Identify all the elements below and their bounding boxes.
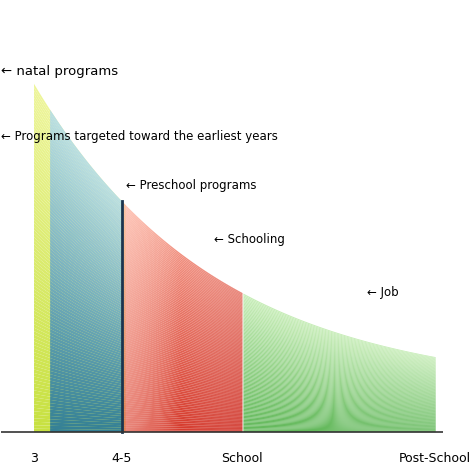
Text: ← Programs targeted toward the earliest years: ← Programs targeted toward the earliest … (1, 130, 278, 143)
Text: School: School (221, 452, 263, 465)
Text: ← Preschool programs: ← Preschool programs (126, 179, 256, 192)
Text: ← Schooling: ← Schooling (214, 233, 285, 246)
Text: ← Job: ← Job (367, 286, 399, 299)
Text: 3: 3 (29, 452, 37, 465)
Text: ← natal programs: ← natal programs (1, 64, 118, 78)
Text: Post-School: Post-School (399, 452, 471, 465)
Text: 4-5: 4-5 (112, 452, 132, 465)
